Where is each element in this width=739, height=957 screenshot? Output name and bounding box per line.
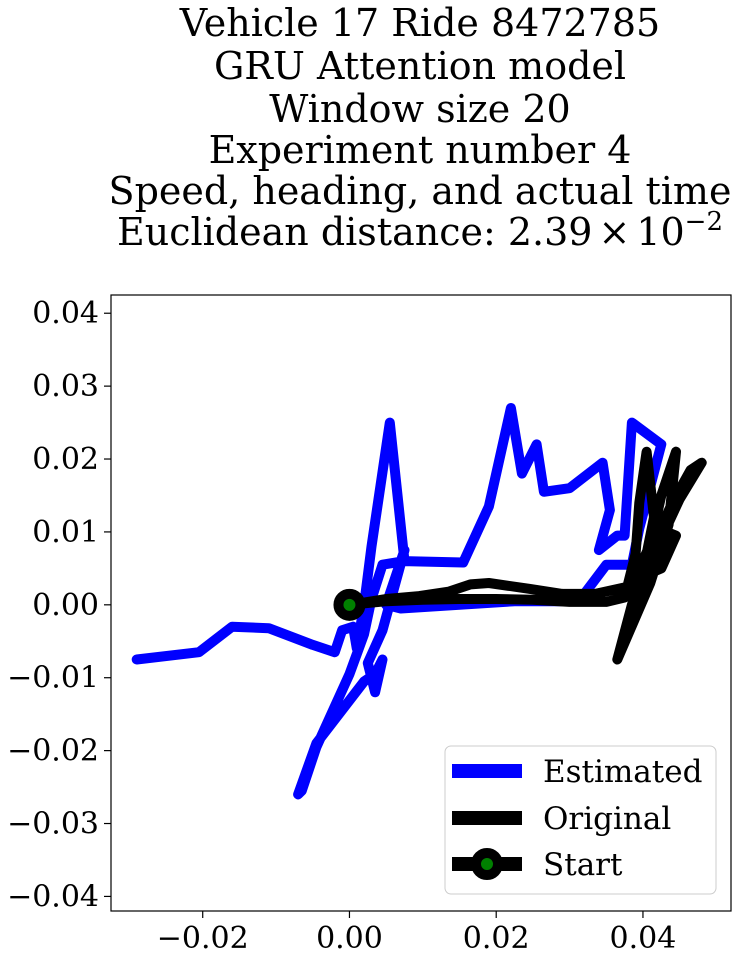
y-tick-label: −0.01 [7, 661, 99, 696]
distance-exponent: −2 [685, 207, 723, 237]
x-tick-label: −0.02 [157, 921, 249, 956]
y-tick-label: −0.02 [7, 734, 99, 769]
series-line-estimated [131, 403, 667, 800]
x-axis: −0.02 0.00 0.02 0.04 [157, 911, 677, 956]
x-tick-label: 0.02 [463, 921, 530, 956]
y-tick-label: 0.00 [32, 588, 99, 623]
title-line: Window size 20 [269, 87, 570, 131]
legend-label-start: Start [543, 847, 623, 883]
distance-base: 10 [636, 210, 684, 254]
y-tick-label: 0.01 [32, 515, 99, 550]
title-line: Experiment number 4 [209, 128, 632, 172]
y-tick-label: 0.02 [32, 442, 99, 477]
y-axis: −0.04 −0.03 −0.02 −0.01 0.00 0.01 0.02 0.03 0.04 [7, 296, 111, 914]
y-tick-label: −0.03 [7, 807, 99, 842]
plot-frame [110, 294, 732, 912]
title-line: Speed, heading, and actual time [109, 169, 732, 213]
legend: Estimated Original Start [444, 745, 717, 895]
y-tick-label: 0.03 [32, 369, 99, 404]
series-layer [131, 403, 707, 800]
legend-label-original: Original [543, 801, 671, 837]
x-tick-label: 0.00 [316, 921, 383, 956]
x-tick-label: 0.04 [610, 921, 677, 956]
y-tick-label: 0.04 [32, 296, 99, 331]
title-distance-line: Euclidean distance: 2.39 × 10−2 [117, 207, 723, 254]
title-line: Vehicle 17 Ride 8472785 [179, 1, 660, 45]
start-marker [333, 588, 366, 621]
legend-label-estimated: Estimated [543, 754, 702, 790]
chart-title: Vehicle 17 Ride 8472785 GRU Attention mo… [109, 1, 732, 254]
series-line-original [344, 446, 707, 665]
y-tick-label: −0.04 [7, 879, 99, 914]
distance-prefix: Euclidean distance: 2.39 [117, 210, 592, 254]
title-line: GRU Attention model [214, 44, 626, 88]
distance-times: × [598, 210, 630, 254]
legend-marker-start [471, 848, 503, 880]
